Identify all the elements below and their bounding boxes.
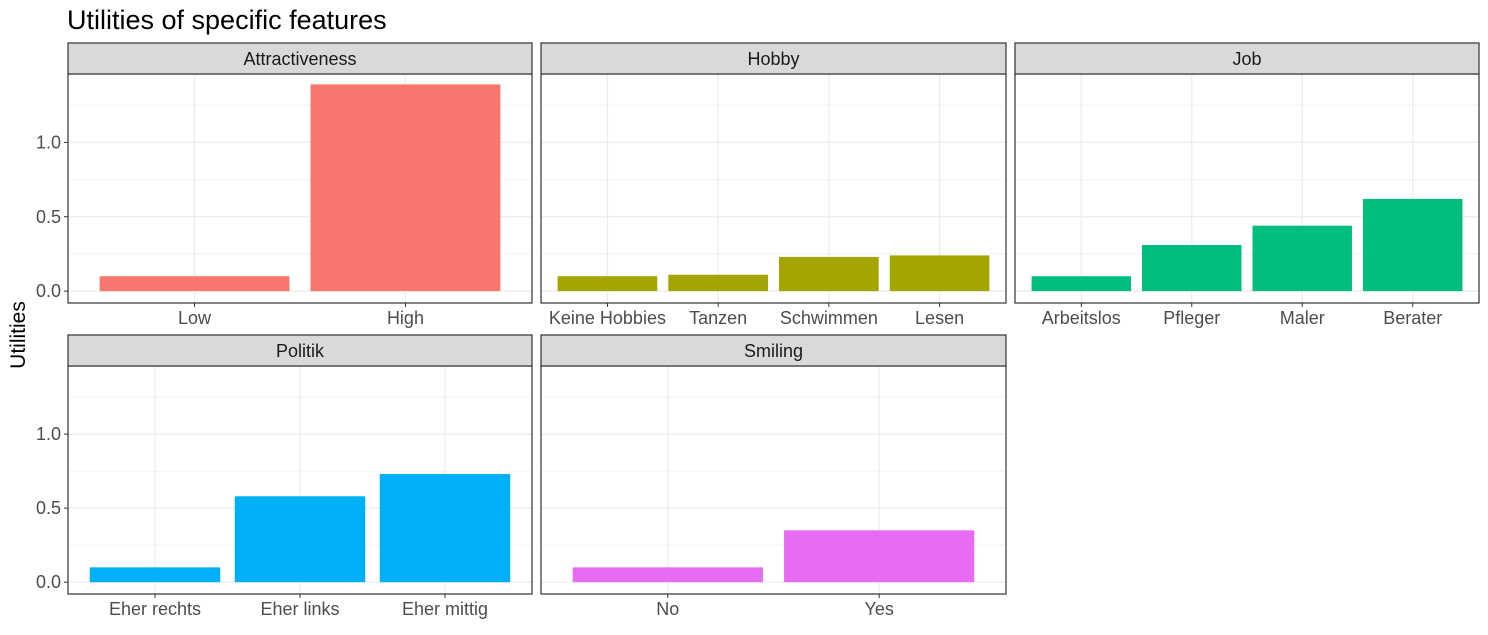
facet-strip-label: Politik [276,341,325,361]
facet-strip [1014,42,1480,75]
facet-panel: No Yes Smiling [540,334,1007,619]
bar [1252,225,1352,292]
facet-panel: Low High Attractiveness 0.0 0.5 1.0 [36,42,533,328]
x-tick-label: Eher rechts [109,599,201,619]
x-tick-label: Schwimmen [780,308,878,328]
y-axis-label: Utilities [7,301,30,369]
bar [310,84,501,292]
y-tick-label: 0.5 [36,498,61,518]
facet-panel: Arbeitslos Pfleger Maler Berater Job [1014,42,1480,328]
facet-strip [67,42,533,75]
bar [89,567,221,583]
y-tick-label: 1.0 [36,424,61,444]
x-tick-label: Lesen [915,308,964,328]
bar [572,567,763,583]
bar [784,530,975,583]
x-tick-label: No [656,599,679,619]
facet-strip [67,334,533,367]
y-tick-label: 0.0 [36,281,61,301]
facet-panel: Keine Hobbies Tanzen Schwimmen Lesen Hobby [540,42,1007,328]
x-tick-label: Pfleger [1163,308,1220,328]
y-tick-label: 1.0 [36,132,61,152]
bar [379,474,511,583]
x-tick-label: Yes [864,599,893,619]
facet-strip [540,42,1007,75]
bar [557,276,658,292]
x-tick-label: Keine Hobbies [549,308,666,328]
bar [1363,198,1463,292]
facet-panel: Eher rechts Eher links Eher mittig Politik 0… [36,334,533,619]
x-tick-label: Maler [1280,308,1325,328]
facet-strip-label: Smiling [744,341,803,361]
x-tick-label: Low [178,308,212,328]
x-tick-label: Eher links [260,599,339,619]
x-tick-label: High [387,308,424,328]
facet-strip-label: Job [1232,49,1261,69]
chart-title: Utilities of specific features [67,5,387,35]
bar [1031,276,1131,292]
y-tick-label: 0.0 [36,572,61,592]
x-tick-label: Arbeitslos [1042,308,1121,328]
bar [99,276,290,292]
bar [889,255,990,292]
y-tick-label: 0.5 [36,207,61,227]
bar [779,256,879,292]
bar [234,496,366,583]
facet-grid: Low High Attractiveness 0.0 0.5 1.0 Keine Hobb… [36,42,1480,619]
x-tick-label: Berater [1383,308,1442,328]
bar [1142,245,1242,292]
facet-strip-label: Hobby [747,49,799,69]
facet-strip [540,334,1007,367]
x-tick-label: Tanzen [689,308,747,328]
facet-strip-label: Attractiveness [243,49,356,69]
bar [668,274,768,292]
x-tick-label: Eher mittig [402,599,488,619]
